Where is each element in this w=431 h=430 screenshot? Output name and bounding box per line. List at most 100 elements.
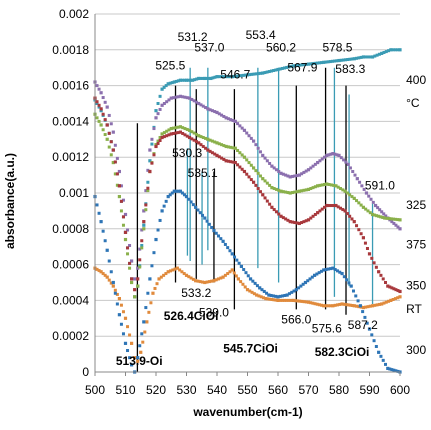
data-point <box>247 175 251 179</box>
data-point <box>138 247 142 251</box>
data-point <box>119 184 123 188</box>
data-point <box>355 177 359 181</box>
data-point <box>336 185 340 189</box>
annotation-label: 578.5 <box>322 41 352 55</box>
data-point <box>221 239 225 243</box>
data-point <box>379 354 383 358</box>
data-point <box>385 216 389 220</box>
data-point <box>293 190 297 194</box>
data-point <box>113 288 117 292</box>
data-point <box>291 298 295 302</box>
data-point <box>269 293 273 297</box>
annotation-label: 537.0 <box>194 41 224 55</box>
data-point <box>304 219 308 223</box>
data-point <box>130 363 134 367</box>
data-point <box>217 234 221 238</box>
x-tick-label: 570 <box>298 383 318 397</box>
data-point <box>320 303 324 307</box>
data-point <box>318 159 322 163</box>
data-point <box>392 221 396 225</box>
data-point <box>352 57 356 61</box>
data-point <box>183 133 187 137</box>
data-point <box>208 138 212 142</box>
data-point <box>276 67 280 72</box>
data-point <box>156 141 160 145</box>
data-point <box>117 194 121 199</box>
data-point <box>232 74 236 78</box>
data-point <box>366 209 370 213</box>
data-point <box>329 304 333 308</box>
data-point <box>293 174 297 178</box>
data-point <box>164 199 168 203</box>
data-point <box>194 205 198 209</box>
data-point <box>329 152 333 156</box>
data-point <box>146 180 150 184</box>
data-point <box>361 305 365 310</box>
data-point <box>212 228 216 233</box>
data-point <box>205 280 209 284</box>
data-point <box>238 151 242 155</box>
data-point <box>142 223 146 227</box>
data-point <box>276 298 280 302</box>
data-point <box>249 136 253 140</box>
data-point <box>359 232 363 236</box>
annotation-label: 582.3CiOi <box>315 345 370 359</box>
data-point <box>379 273 383 277</box>
data-point <box>133 277 137 281</box>
data-point <box>211 76 215 80</box>
data-point <box>201 280 205 284</box>
data-point <box>332 183 336 187</box>
data-point <box>191 78 195 82</box>
data-point <box>206 107 210 111</box>
data-point <box>316 160 320 165</box>
data-point <box>101 112 105 116</box>
data-point <box>156 112 160 116</box>
data-point <box>230 268 234 272</box>
data-point <box>140 246 144 250</box>
series-label: RT <box>406 302 422 316</box>
data-point <box>136 266 140 270</box>
data-point <box>97 269 101 273</box>
data-point <box>322 60 326 64</box>
data-point <box>281 294 285 298</box>
data-point <box>327 204 331 208</box>
data-point <box>318 183 322 187</box>
data-point <box>324 304 328 308</box>
data-point <box>313 185 317 189</box>
data-point <box>174 189 178 193</box>
data-point <box>238 165 242 169</box>
data-point <box>363 241 367 245</box>
data-point <box>232 271 236 275</box>
data-point <box>367 194 371 198</box>
data-point <box>149 301 153 305</box>
data-point <box>136 284 140 288</box>
data-point <box>288 220 292 224</box>
data-point <box>334 184 338 188</box>
data-point <box>119 322 123 326</box>
data-point <box>284 217 288 221</box>
data-point <box>297 189 301 193</box>
x-axis-title: wavenumber(cm-1) <box>192 405 302 419</box>
data-point <box>217 112 221 116</box>
data-point <box>298 63 302 67</box>
data-point <box>167 98 171 102</box>
data-point <box>252 166 256 170</box>
data-point <box>162 102 166 105</box>
series-0 <box>93 48 402 299</box>
data-point <box>359 203 363 207</box>
data-point <box>306 218 311 222</box>
data-point <box>354 294 358 298</box>
data-point <box>199 135 203 139</box>
data-point <box>162 85 166 89</box>
data-point <box>146 186 150 190</box>
data-point <box>364 207 368 211</box>
data-point <box>333 303 337 307</box>
data-point <box>302 188 306 192</box>
data-point <box>310 275 314 279</box>
data-point <box>121 198 125 202</box>
data-point <box>237 261 241 265</box>
data-point <box>219 75 223 79</box>
data-point <box>126 349 130 353</box>
annotation-label: 525.5 <box>155 58 185 72</box>
data-point <box>268 297 272 301</box>
